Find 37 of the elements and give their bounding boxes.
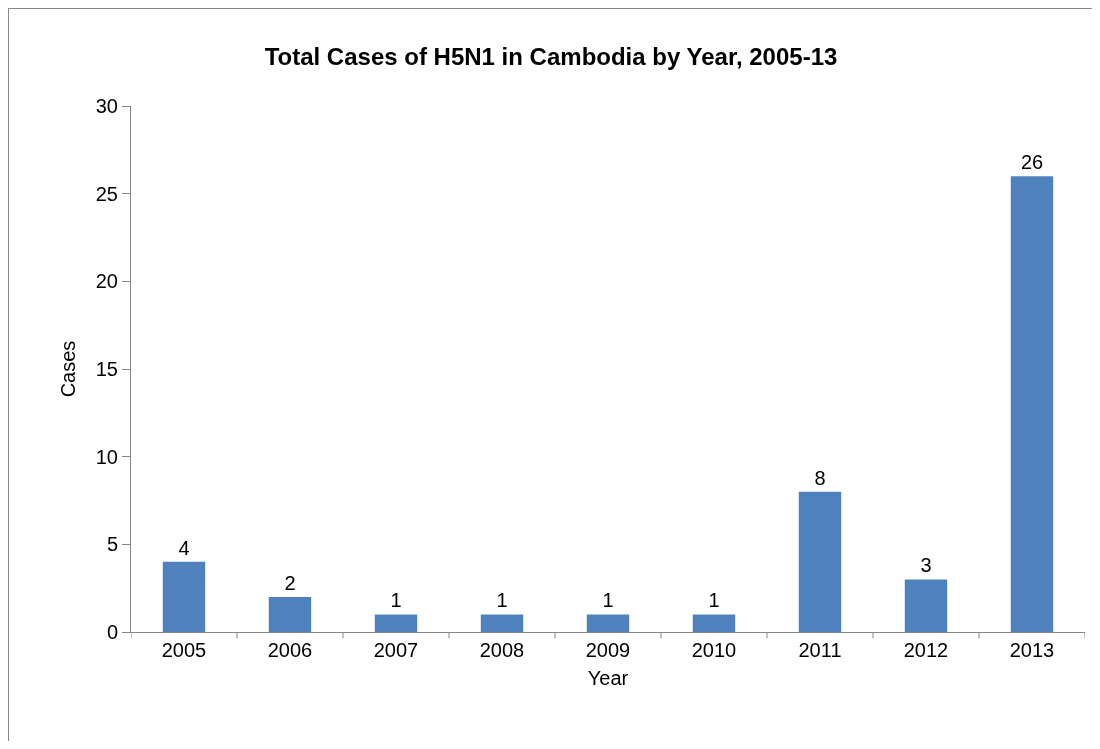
chart-title: Total Cases of H5N1 in Cambodia by Year, 2005-13 [264, 43, 838, 71]
x-tick-label: 2009 [585, 639, 631, 661]
bar [162, 561, 206, 632]
data-label: 8 [814, 466, 826, 489]
x-tick-label: 2011 [798, 639, 842, 661]
data-label: 1 [496, 589, 508, 612]
bar [586, 614, 630, 632]
data-label: 2 [284, 571, 296, 594]
y-tick-label: 15 [95, 358, 118, 380]
data-label: 1 [390, 589, 402, 612]
y-tick-label: 25 [95, 182, 118, 205]
y-tick-label: 0 [106, 621, 118, 643]
bar [374, 614, 418, 632]
data-label: 1 [708, 589, 720, 612]
x-tick-label: 2010 [691, 639, 737, 661]
data-label: 26 [1020, 151, 1044, 174]
y-tick-label: 30 [95, 95, 118, 117]
x-tick-label: 2013 [1009, 639, 1055, 661]
bar [904, 579, 948, 632]
x-tick-label: 2007 [373, 639, 419, 661]
data-label: 3 [920, 554, 932, 577]
y-tick-label: 20 [95, 270, 118, 293]
x-tick-label: 2006 [267, 639, 313, 661]
x-axis-title: Year [587, 666, 629, 689]
x-tick-label: 2005 [161, 639, 207, 661]
bar [268, 596, 312, 632]
y-tick-label: 5 [106, 533, 118, 556]
bar [692, 614, 736, 632]
x-tick-label: 2008 [479, 639, 525, 661]
y-axis-title: Cases [57, 340, 80, 398]
bar [1010, 176, 1054, 632]
data-label: 1 [602, 589, 614, 612]
bar [798, 491, 842, 632]
y-tick-label: 10 [95, 445, 118, 468]
data-label: 4 [178, 536, 190, 559]
x-tick-label: 2012 [903, 639, 949, 661]
bar [480, 614, 524, 632]
